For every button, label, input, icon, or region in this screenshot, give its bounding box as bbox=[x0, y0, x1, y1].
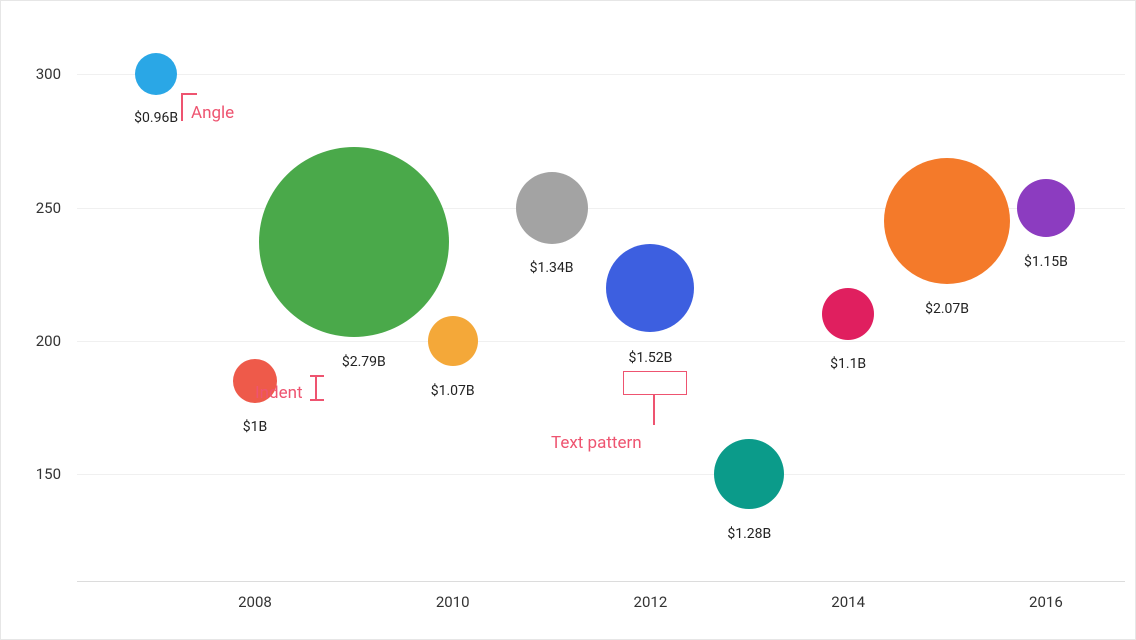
x-tick-label: 2010 bbox=[436, 593, 470, 611]
bubble[interactable] bbox=[516, 172, 588, 244]
annotation-text: Text pattern bbox=[551, 433, 642, 453]
annotation-line bbox=[654, 395, 656, 425]
bubble-value-label: $1B bbox=[243, 419, 267, 435]
chart-frame: 150 200 250 300 2008 2010 2012 2014 2016 $0.96B $1… bbox=[0, 0, 1136, 640]
x-tick-label: 2008 bbox=[238, 593, 272, 611]
bubble-value-label: $1.07B bbox=[431, 383, 475, 399]
bubble[interactable] bbox=[606, 244, 694, 332]
x-tick-label: 2014 bbox=[831, 593, 865, 611]
bubble-value-label: $0.96B bbox=[134, 110, 178, 126]
annotation-box bbox=[623, 371, 687, 395]
y-tick-label: 300 bbox=[1, 65, 61, 83]
y-gridline bbox=[77, 341, 1125, 342]
bubble-value-label: $1.52B bbox=[628, 350, 672, 366]
bubble[interactable] bbox=[428, 316, 478, 366]
bubble-value-label: $1.1B bbox=[830, 356, 866, 372]
annotation-line bbox=[182, 93, 184, 121]
bubble-value-label: $2.07B bbox=[925, 301, 969, 317]
y-gridline bbox=[77, 474, 1125, 475]
y-gridline bbox=[77, 74, 1125, 75]
bubble[interactable] bbox=[259, 147, 449, 337]
annotation-text: Angle bbox=[191, 103, 234, 123]
y-tick-label: 200 bbox=[1, 332, 61, 350]
x-tick-label: 2016 bbox=[1029, 593, 1063, 611]
bubble-value-label: $1.34B bbox=[530, 260, 574, 276]
y-tick-label: 150 bbox=[1, 465, 61, 483]
bubble-value-label: $2.79B bbox=[342, 354, 386, 370]
annotation-line bbox=[183, 93, 197, 95]
y-tick-label: 250 bbox=[1, 199, 61, 217]
bubble-value-label: $1.15B bbox=[1024, 254, 1068, 270]
annotation-line bbox=[310, 375, 324, 377]
bubble-value-label: $1.28B bbox=[727, 526, 771, 542]
annotation-text: Indent bbox=[255, 383, 303, 403]
bubble[interactable] bbox=[714, 439, 784, 509]
bubble[interactable] bbox=[135, 53, 177, 95]
bubble[interactable] bbox=[822, 288, 874, 340]
bubble[interactable] bbox=[1017, 179, 1075, 237]
x-axis-line bbox=[77, 581, 1125, 582]
bubble[interactable] bbox=[884, 158, 1010, 284]
annotation-line bbox=[310, 399, 324, 401]
x-tick-label: 2012 bbox=[634, 593, 668, 611]
annotation-line bbox=[316, 375, 318, 399]
